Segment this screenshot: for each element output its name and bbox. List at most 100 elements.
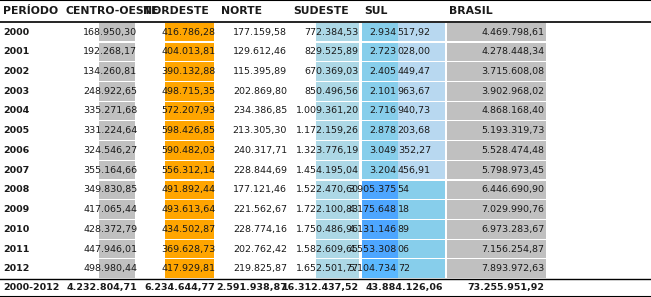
Bar	[362, 260, 398, 278]
Bar	[398, 200, 445, 219]
Bar	[165, 23, 214, 41]
Bar	[447, 121, 546, 140]
Text: 5.193.319,73: 5.193.319,73	[481, 126, 544, 135]
Text: 572.207,93: 572.207,93	[161, 107, 215, 116]
Text: BRASIL: BRASIL	[449, 6, 493, 16]
Text: 1.323.776,19: 1.323.776,19	[296, 146, 359, 155]
Text: 4.553.308: 4.553.308	[348, 244, 396, 254]
Text: 134.260,81: 134.260,81	[83, 67, 137, 76]
Text: 498.980,44: 498.980,44	[83, 264, 137, 273]
Bar	[447, 102, 546, 120]
Bar	[165, 121, 214, 140]
Text: 670.369,03: 670.369,03	[305, 67, 359, 76]
Bar	[316, 260, 359, 278]
Bar	[362, 240, 398, 258]
Bar	[165, 42, 214, 61]
Bar	[99, 121, 135, 140]
Text: 18: 18	[398, 205, 409, 214]
Text: 590.482,03: 590.482,03	[161, 146, 215, 155]
Bar	[99, 220, 135, 238]
Bar	[316, 240, 359, 258]
Text: SUDESTE: SUDESTE	[293, 6, 348, 16]
Text: 2002: 2002	[3, 67, 29, 76]
Bar	[99, 200, 135, 219]
Text: 16.312.437,52: 16.312.437,52	[282, 283, 359, 292]
Text: NORTE: NORTE	[221, 6, 262, 16]
Text: 772.384,53: 772.384,53	[305, 28, 359, 37]
Text: 556.312,14: 556.312,14	[161, 166, 215, 175]
Text: 493.613,64: 493.613,64	[161, 205, 215, 214]
Text: 447.946,01: 447.946,01	[83, 244, 137, 254]
Text: 5.798.973,45: 5.798.973,45	[481, 166, 544, 175]
Text: 2.934: 2.934	[369, 28, 396, 37]
Bar	[316, 62, 359, 81]
Text: 2.723: 2.723	[369, 47, 396, 56]
Bar	[398, 102, 445, 120]
Bar	[362, 102, 398, 120]
Text: 1.722.100,83: 1.722.100,83	[296, 205, 359, 214]
Text: 89: 89	[398, 225, 409, 234]
Text: 2.405: 2.405	[370, 67, 396, 76]
Bar	[447, 62, 546, 81]
Bar	[447, 220, 546, 238]
Bar	[99, 181, 135, 199]
Bar	[362, 121, 398, 140]
Text: 202.869,80: 202.869,80	[233, 87, 287, 96]
Text: 2010: 2010	[3, 225, 29, 234]
Bar	[165, 181, 214, 199]
Text: 390.132,88: 390.132,88	[161, 67, 215, 76]
Bar	[165, 62, 214, 81]
Bar	[362, 181, 398, 199]
Bar	[99, 82, 135, 101]
Text: 2005: 2005	[3, 126, 29, 135]
Text: 248.922,65: 248.922,65	[83, 87, 137, 96]
Bar	[316, 141, 359, 160]
Text: 202.762,42: 202.762,42	[233, 244, 287, 254]
Text: 2008: 2008	[3, 185, 30, 194]
Bar	[316, 102, 359, 120]
Text: 4.232.804,71: 4.232.804,71	[66, 283, 137, 292]
Bar	[316, 42, 359, 61]
Bar	[447, 141, 546, 160]
Text: 416.786,28: 416.786,28	[161, 28, 215, 37]
Text: 1.009.361,20: 1.009.361,20	[296, 107, 359, 116]
Text: 2011: 2011	[3, 244, 30, 254]
Text: 369.628,73: 369.628,73	[161, 244, 215, 254]
Text: 3.905.375: 3.905.375	[348, 185, 396, 194]
Text: 2003: 2003	[3, 87, 29, 96]
Bar	[165, 220, 214, 238]
Bar	[447, 161, 546, 179]
Text: 6.234.644,77: 6.234.644,77	[145, 283, 215, 292]
Text: 3.204: 3.204	[369, 166, 396, 175]
Bar	[362, 23, 398, 41]
Text: 228.774,16: 228.774,16	[233, 225, 287, 234]
Bar	[447, 260, 546, 278]
Bar	[447, 82, 546, 101]
Bar	[398, 260, 445, 278]
Bar	[316, 82, 359, 101]
Bar	[398, 141, 445, 160]
Text: 2.716: 2.716	[370, 107, 396, 116]
Bar	[398, 181, 445, 199]
Text: 4.175.648: 4.175.648	[348, 205, 396, 214]
Bar	[362, 62, 398, 81]
Bar	[398, 220, 445, 238]
Text: 517,92: 517,92	[398, 28, 431, 37]
Text: 2000: 2000	[3, 28, 29, 37]
Bar	[99, 161, 135, 179]
Text: 850.496,56: 850.496,56	[305, 87, 359, 96]
Bar	[398, 82, 445, 101]
Text: 54: 54	[398, 185, 409, 194]
Text: 234.386,85: 234.386,85	[233, 107, 287, 116]
Text: 335.271,68: 335.271,68	[83, 107, 137, 116]
Bar	[99, 240, 135, 258]
Text: 7.893.972,63: 7.893.972,63	[481, 264, 544, 273]
Text: 4.868.168,40: 4.868.168,40	[481, 107, 544, 116]
Bar	[316, 161, 359, 179]
Bar	[362, 82, 398, 101]
Text: 940,73: 940,73	[398, 107, 431, 116]
Text: 404.013,81: 404.013,81	[161, 47, 215, 56]
Text: 06: 06	[398, 244, 409, 254]
Bar	[165, 82, 214, 101]
Bar	[447, 23, 546, 41]
